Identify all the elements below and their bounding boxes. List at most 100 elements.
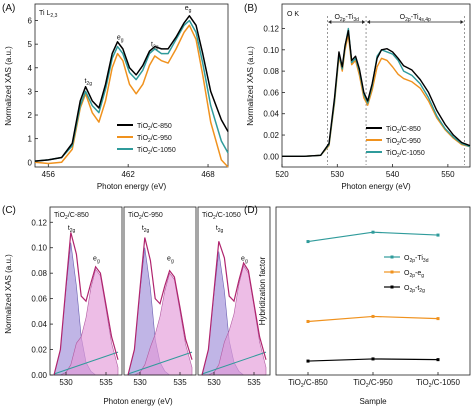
subplot-frame [123, 206, 197, 376]
x-tick-label: 535 [247, 378, 261, 387]
y-tick-label: 0.08 [263, 67, 279, 76]
panel-a-frame [34, 3, 229, 168]
panel-b-frame [281, 3, 471, 168]
series-point [371, 357, 375, 361]
y-tick-label: 0.00 [263, 152, 279, 161]
legend-entry: TiO2/C-950 [137, 135, 172, 144]
series-line-tio2-c-1050 [34, 19, 229, 162]
panel-d-legend: O2p-Ti3d O2p-eg O2p-t2g [384, 255, 429, 294]
panel-b: (B) 0.000.020.040.060.080.100.12 520 530 5… [244, 3, 471, 191]
legend-marker [390, 285, 394, 289]
t2g-peak-label: t2g [216, 225, 224, 234]
subplot-title: TiO2/C-950 [128, 212, 163, 221]
panel-c-y-axis-label: Normalized XAS (a.u.) [4, 254, 13, 334]
y-tick-label: 0 [28, 158, 33, 167]
x-tick-label: 456 [42, 170, 56, 179]
x-tick-label: TiO2/C-950 [353, 378, 393, 389]
y-tick-label: 1 [28, 135, 33, 144]
y-tick-label: 0.12 [31, 218, 47, 227]
x-tick-label: 550 [441, 170, 455, 179]
x-tick-label: 530 [133, 378, 147, 387]
panel-b-label: (B) [244, 3, 257, 14]
panel-c-label: (C) [2, 205, 16, 216]
y-tick-label: 0.08 [31, 269, 47, 278]
panel-a-label: (A) [2, 3, 15, 14]
y-tick-label: 5 [28, 40, 33, 49]
t2g-peak-label: t2g [68, 225, 76, 234]
legend-entry: O2p-t2g [404, 285, 425, 294]
peak-label: t2g [151, 42, 159, 51]
series-line-tio2-c-950 [34, 24, 229, 168]
panel-c-y-ticks: 0.00 0.02 0.04 0.06 0.08 0.10 0.12 [31, 218, 53, 380]
x-tick-label: TiO2/C-1050 [416, 378, 460, 389]
panel-d-x-ticks: TiO2/C-850 TiO2/C-950 TiO2/C-1050 [288, 372, 460, 389]
series-point [436, 233, 440, 237]
y-tick-label: 0.02 [263, 131, 279, 140]
panel-d: (D) TiO2/C-850 TiO2/C-950 TiO2/C-1050 O2p-… [244, 205, 471, 406]
panel-c-subplot-1: TiO2/C-850 t2g eg 530 535 [49, 206, 123, 387]
panel-c-x-axis-label: Photon energy (eV) [103, 397, 173, 406]
y-tick-label: 0.12 [263, 25, 279, 34]
series-point [371, 314, 375, 318]
region-label: O2p-Ti4s,4p [400, 14, 431, 23]
panel-b-x-ticks: 520 530 540 550 [275, 164, 455, 179]
baseline-line [201, 351, 267, 375]
t2g-peak-label: t2g [142, 225, 150, 234]
series-point [306, 319, 310, 323]
panel-d-series [306, 230, 440, 363]
x-tick-label: 535 [173, 378, 187, 387]
subplot-title: TiO2/C-850 [54, 212, 89, 221]
x-tick-label: 530 [59, 378, 73, 387]
series-line-tio2-c-850 [34, 15, 229, 162]
series-point [306, 240, 310, 244]
total-fit-line [53, 232, 119, 376]
x-tick-label: 520 [275, 170, 289, 179]
panel-c: (C) 0.00 0.02 0.04 0.06 0.08 0.10 0.12 TiO2/C-… [2, 205, 271, 406]
eg-component-area [54, 268, 119, 376]
x-tick-label: 530 [207, 378, 221, 387]
legend-entry: TiO2/C-850 [386, 126, 421, 135]
legend-entry: O2p-Ti3d [404, 255, 429, 264]
y-tick-label: 0.06 [263, 88, 279, 97]
total-fit-line [127, 237, 193, 376]
y-tick-label: 6 [28, 17, 33, 26]
panel-b-y-axis-label: Normalized XAS (a.u.) [246, 46, 255, 126]
panel-a-series [34, 15, 229, 168]
series-line-tio2-c-950 [282, 34, 471, 158]
y-tick-label: 3 [28, 87, 33, 96]
panel-b-legend: TiO2/C-850 TiO2/C-950 TiO2/C-1050 [366, 126, 425, 159]
eg-component-area [128, 272, 193, 376]
panel-c-subplot-2: TiO2/C-950 t2g eg 530 535 [123, 206, 197, 387]
panel-a-legend: TiO2/C-850 TiO2/C-950 TiO2/C-1050 [117, 123, 176, 156]
eg-peak-label: eg [93, 255, 100, 264]
legend-entry: TiO2/C-1050 [386, 150, 425, 159]
eg-peak-label: eg [241, 255, 248, 264]
panel-c-subplot-3: TiO2/C-1050 t2g eg 530 535 [197, 206, 271, 387]
y-tick-label: 0.00 [31, 371, 47, 380]
baseline-line [127, 351, 193, 375]
legend-entry: O2p-eg [404, 270, 424, 279]
panel-d-y-axis-label: Hybridization factor [258, 256, 267, 325]
eg-peak-label: eg [167, 255, 174, 264]
panel-b-series [282, 27, 471, 158]
series-line-tio2-c-1050 [282, 27, 471, 158]
subplot-title: TiO2/C-1050 [202, 212, 241, 221]
x-tick-label: 535 [99, 378, 113, 387]
arrow-head [328, 20, 332, 24]
panel-a-y-axis-label: Normalized XAS (a.u.) [4, 46, 13, 126]
series-point [436, 317, 440, 321]
panel-c-subpanels: TiO2/C-850 t2g eg 530 535 TiO2/C-950 t2g eg 530 5… [49, 206, 271, 387]
x-tick-label: 540 [386, 170, 400, 179]
subplot-frame [49, 206, 123, 376]
legend-entry: TiO2/C-850 [137, 123, 172, 132]
arrow-head [460, 20, 464, 24]
arrow-head [367, 20, 371, 24]
y-tick-label: 0.10 [263, 46, 279, 55]
arrow-head [362, 20, 366, 24]
panel-b-y-ticks: 0.00 0.02 0.04 0.06 0.08 0.10 0.12 [263, 25, 285, 161]
series-point [371, 230, 375, 234]
panel-b-x-axis-label: Photon energy (eV) [341, 182, 411, 191]
panel-d-x-axis-label: Sample [359, 397, 387, 406]
